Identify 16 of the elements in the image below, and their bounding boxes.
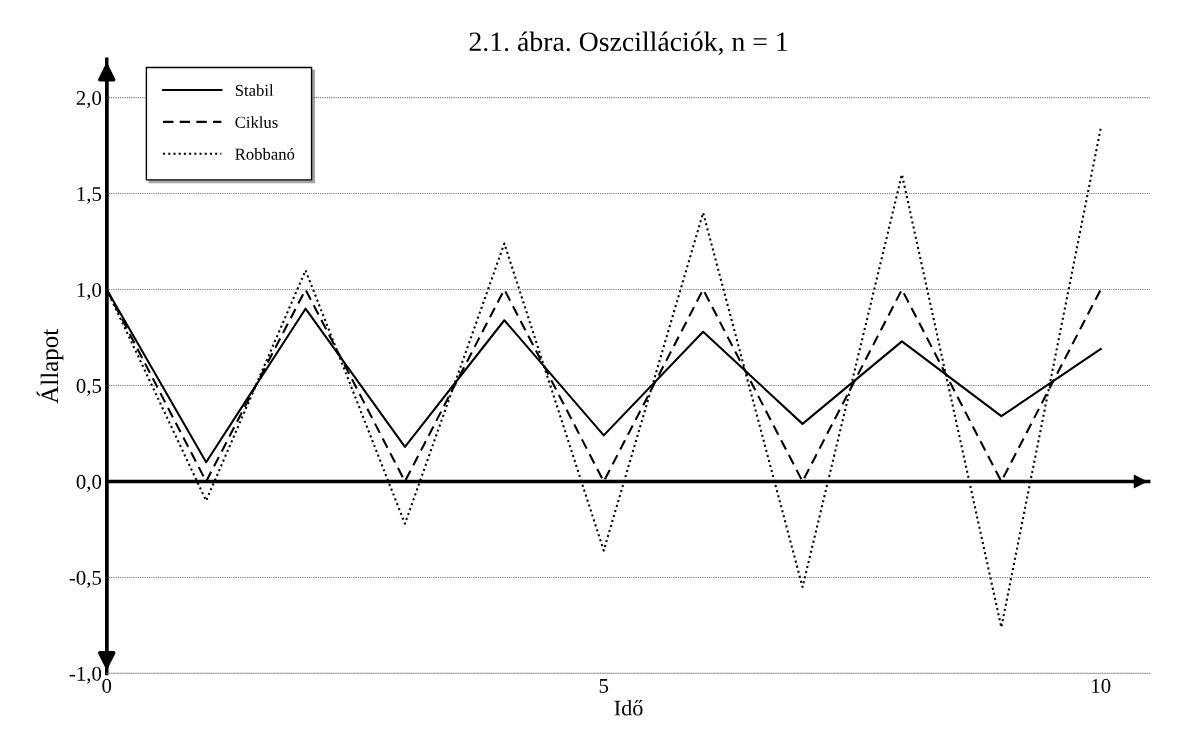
y-tick-label: 0,0 bbox=[76, 474, 102, 492]
y-tick-label: 2,0 bbox=[76, 90, 102, 109]
chart-title: 2.1. ábra. Oszcillációk, n = 1 bbox=[469, 31, 788, 56]
y-tick-label: 1,5 bbox=[77, 187, 102, 204]
x-tick-label: 5 bbox=[599, 679, 609, 693]
y-tick-label: -1,0 bbox=[69, 666, 102, 684]
y-tick-label: 0,5 bbox=[76, 378, 102, 396]
y-axis-title: Állapot bbox=[36, 328, 64, 404]
x-axis-title: Idő bbox=[614, 699, 643, 716]
x-tick-label: 0 bbox=[102, 678, 112, 693]
legend-label: Robbanó bbox=[235, 148, 295, 160]
y-tick-label: 1,0 bbox=[77, 282, 102, 300]
legend-label: Ciklus bbox=[235, 116, 278, 128]
legend-label: Stabil bbox=[235, 84, 274, 97]
x-tick-label: 10 bbox=[1092, 678, 1111, 693]
y-tick-label: -0,5 bbox=[69, 570, 102, 588]
